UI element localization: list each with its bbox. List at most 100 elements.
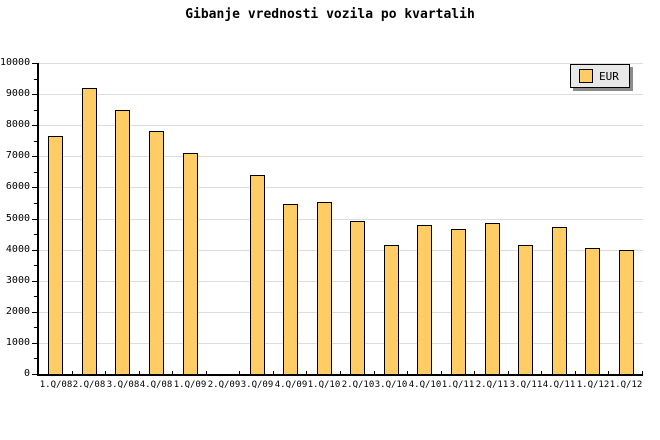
gridline — [39, 187, 643, 188]
bar — [417, 225, 432, 374]
gridline — [39, 250, 643, 251]
y-major-tick — [32, 343, 37, 344]
bar — [317, 202, 332, 374]
y-minor-tick — [34, 141, 37, 142]
bar — [518, 245, 533, 374]
x-tick — [474, 371, 475, 374]
y-major-tick — [32, 125, 37, 126]
bar — [183, 153, 198, 374]
y-minor-tick — [34, 265, 37, 266]
bar — [115, 110, 130, 374]
y-tick-label: 8000 — [5, 119, 30, 130]
gridline — [39, 156, 643, 157]
bar — [250, 175, 265, 374]
y-tick-label: 2000 — [5, 306, 30, 317]
gridline — [39, 63, 643, 64]
bar — [149, 131, 164, 374]
x-tick-label: 3.Q/08 — [106, 380, 140, 390]
x-tick-label: 3.Q/10 — [374, 380, 408, 390]
x-tick — [206, 371, 207, 374]
y-major-tick — [32, 187, 37, 188]
bar — [82, 88, 97, 374]
x-tick-label: 1.Q/12 — [609, 380, 643, 390]
y-tick-label: 5000 — [5, 213, 30, 224]
gridline — [39, 343, 643, 344]
bar — [451, 229, 466, 374]
x-tick-label: 1.Q/11 — [441, 380, 475, 390]
x-tick — [239, 371, 240, 374]
x-tick — [340, 371, 341, 374]
x-tick-label: 1.Q/09 — [173, 380, 207, 390]
legend-label: EUR — [599, 69, 619, 83]
x-tick — [508, 371, 509, 374]
gridline — [39, 125, 643, 126]
x-tick-label: 3.Q/09 — [240, 380, 274, 390]
y-tick-label: 6000 — [5, 181, 30, 192]
bar — [350, 221, 365, 374]
x-tick-label: 2.Q/09 — [207, 380, 241, 390]
x-tick-label: 4.Q/08 — [139, 380, 173, 390]
x-tick — [642, 371, 643, 374]
x-tick-label: 4.Q/10 — [408, 380, 442, 390]
x-tick-label: 3.Q/11 — [509, 380, 543, 390]
x-tick — [139, 371, 140, 374]
bar — [48, 136, 63, 374]
y-minor-tick — [34, 234, 37, 235]
y-minor-tick — [34, 172, 37, 173]
y-minor-tick — [34, 327, 37, 328]
bar — [283, 204, 298, 374]
x-tick-label: 2.Q/10 — [341, 380, 375, 390]
bar — [585, 248, 600, 374]
x-tick — [273, 371, 274, 374]
y-tick-label: 7000 — [5, 150, 30, 161]
y-major-tick — [32, 219, 37, 220]
x-tick — [608, 371, 609, 374]
gridline — [39, 281, 643, 282]
x-tick — [441, 371, 442, 374]
x-tick — [575, 371, 576, 374]
y-tick-label: 0 — [23, 368, 30, 379]
y-tick-label: 1000 — [5, 337, 30, 348]
y-tick-label: 4000 — [5, 244, 30, 255]
bar — [552, 227, 567, 374]
y-minor-tick — [34, 203, 37, 204]
y-minor-tick — [34, 296, 37, 297]
x-tick — [374, 371, 375, 374]
chart-title: Gibanje vrednosti vozila po kvartalih — [185, 7, 475, 22]
x-tick-label: 4.Q/09 — [274, 380, 308, 390]
x-tick-label: 2.Q/08 — [72, 380, 106, 390]
y-minor-tick — [34, 358, 37, 359]
y-major-tick — [32, 374, 37, 375]
x-tick-label: 4.Q/11 — [542, 380, 576, 390]
x-tick-label: 1.Q/08 — [39, 380, 73, 390]
bar — [384, 245, 399, 374]
y-major-tick — [32, 312, 37, 313]
y-tick-label: 3000 — [5, 275, 30, 286]
x-tick-label: 1.Q/12 — [576, 380, 610, 390]
y-tick-label: 10000 — [0, 57, 31, 68]
bar — [485, 223, 500, 374]
y-major-tick — [32, 281, 37, 282]
bar — [619, 250, 634, 374]
y-major-tick — [32, 156, 37, 157]
legend-swatch-icon — [579, 69, 593, 83]
plot-area — [37, 63, 643, 376]
y-minor-tick — [34, 110, 37, 111]
x-tick-label: 2.Q/11 — [475, 380, 509, 390]
x-tick-label: 1.Q/10 — [307, 380, 341, 390]
gridline — [39, 219, 643, 220]
y-major-tick — [32, 63, 37, 64]
x-tick — [541, 371, 542, 374]
gridline — [39, 94, 643, 95]
y-minor-tick — [34, 79, 37, 80]
x-tick — [306, 371, 307, 374]
x-tick — [72, 371, 73, 374]
x-tick — [105, 371, 106, 374]
legend-box: EUR — [570, 64, 630, 88]
x-tick — [407, 371, 408, 374]
gridline — [39, 312, 643, 313]
y-major-tick — [32, 94, 37, 95]
x-tick — [172, 371, 173, 374]
y-major-tick — [32, 250, 37, 251]
